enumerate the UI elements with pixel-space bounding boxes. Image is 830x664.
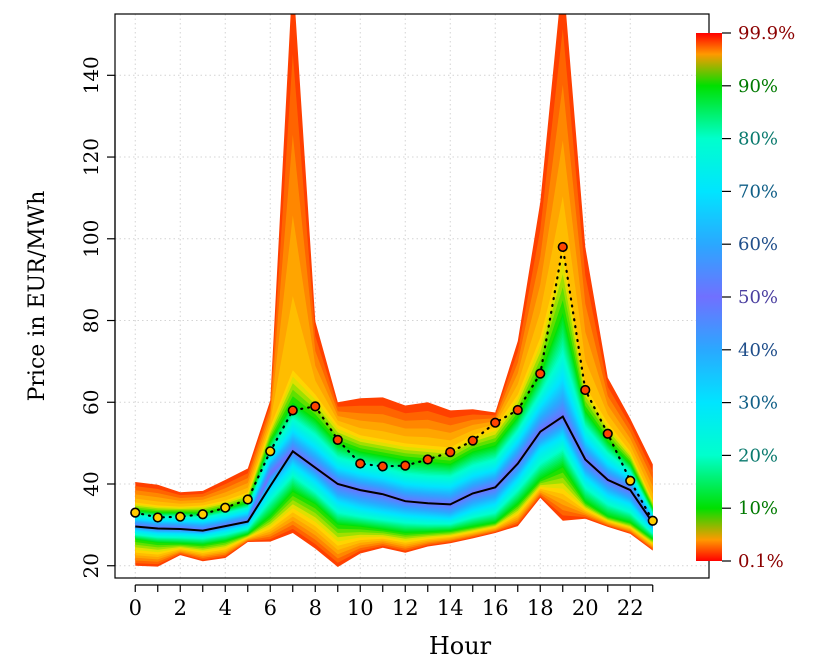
mean-point [265,446,276,457]
mean-point [467,435,478,446]
x-tick-label: 14 [437,596,464,620]
mean-point [535,368,546,379]
y-tick-label: 80 [79,308,103,333]
mean-point [490,417,501,428]
mean-point [152,512,163,523]
mean-point [355,458,366,469]
mean-point [332,434,343,445]
colorbar-label: 99.9% [738,23,795,44]
y-tick-label: 140 [79,56,103,94]
colorbar-label: 90% [738,76,778,97]
colorbar-label: 70% [738,181,778,202]
mean-point [422,454,433,465]
x-tick-label: 0 [129,596,142,620]
colorbar-legend: 99.9% 90% 80% 70% 60% 50% 40% 30% 20% 10% 0.1% [696,23,795,572]
mean-point [175,511,186,522]
mean-line [134,246,654,522]
colorbar-gradient [696,33,722,561]
mean-point [602,428,613,439]
grid [115,14,709,578]
mean-point [512,404,523,416]
x-tick-label: 20 [572,596,599,620]
y-axis: 20 40 60 80 100 120 140 [79,56,116,578]
y-tick-label: 20 [79,553,103,578]
colorbar-label: 40% [738,340,778,361]
mean-point [242,494,253,505]
mean-point [377,461,388,472]
colorbar-label: 80% [738,129,778,150]
mean-point [220,502,231,513]
mean-point [557,241,568,253]
colorbar-label: 60% [738,234,778,255]
y-tick-label: 100 [79,220,103,258]
y-tick-label: 40 [79,471,103,496]
series-points [130,241,658,526]
x-tick-label: 10 [347,596,374,620]
x-tick-label: 2 [174,596,187,620]
colorbar-label: 50% [738,287,778,308]
colorbar-label: 30% [738,393,778,414]
median-line [135,415,654,532]
x-tick-label: 16 [482,596,509,620]
mean-point [647,515,658,526]
x-tick-label: 4 [219,596,232,620]
series-lines [134,246,654,532]
y-tick-label: 120 [79,138,103,176]
mean-point [197,509,208,520]
y-axis-label: Price in EUR/MWh [25,191,50,402]
mean-point [445,447,456,458]
x-tick-label: 18 [527,596,554,620]
mean-point [287,405,298,416]
mean-point [400,460,411,471]
x-tick-label: 22 [617,596,644,620]
mean-point [625,475,636,486]
x-tick-label: 6 [264,596,277,620]
mean-point [310,401,321,412]
colorbar-label: 0.1% [738,551,784,572]
mean-point [130,507,141,518]
x-axis-label: Hour [429,632,492,660]
colorbar-label: 20% [738,445,778,466]
colorbar-label: 10% [738,498,778,519]
x-tick-label: 8 [309,596,322,620]
quantile-bands [135,14,653,567]
mean-point [580,384,591,396]
y-tick-label: 60 [79,390,103,415]
x-axis: 0 2 4 6 8 10 12 14 16 18 20 22 [129,584,654,620]
x-tick-label: 12 [392,596,419,620]
